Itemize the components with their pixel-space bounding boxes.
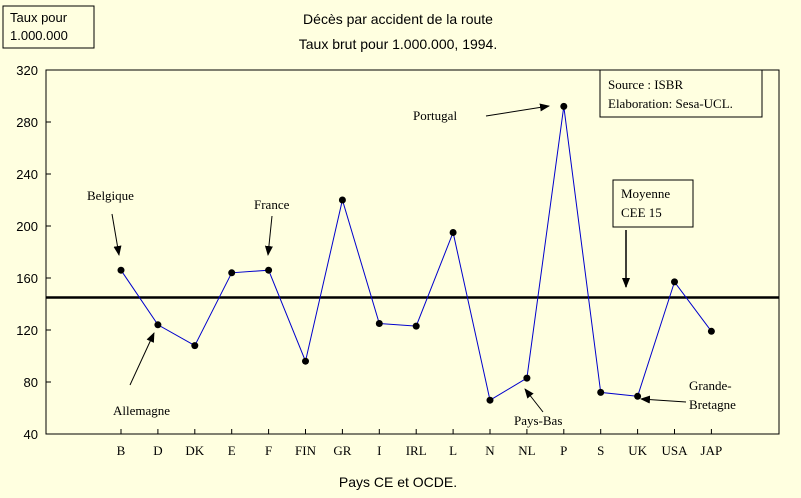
arrow-belgique [111, 213, 122, 256]
data-point-f [265, 266, 273, 274]
y-tick-label: 200 [16, 219, 38, 234]
ylabel-line-1: Taux pour [10, 10, 68, 25]
data-point-p [560, 102, 568, 110]
annotation-allemagne: Allemagne [113, 403, 170, 418]
y-tick-label: 320 [16, 63, 38, 78]
x-tick-label: S [597, 443, 604, 458]
data-point-l [449, 229, 457, 236]
annotation-grande-bretagne-2: Bretagne [689, 397, 736, 412]
x-tick-label: UK [628, 443, 647, 458]
source-line-1: Source : ISBR [608, 77, 683, 92]
data-point-gr [338, 196, 346, 204]
y-tick-label: 240 [16, 167, 38, 182]
annotation-belgique: Belgique [87, 188, 134, 203]
reference-label-line-1: Moyenne [621, 186, 670, 201]
data-point-n [486, 396, 494, 404]
series-layer [117, 102, 715, 404]
arrow-grande-bretagne [640, 395, 687, 404]
reference-label-box [612, 179, 694, 228]
data-point-uk [634, 392, 642, 400]
plot-frame [45, 69, 780, 435]
data-point-fin [302, 357, 309, 365]
ylabel-box [2, 5, 95, 49]
x-tick-label: USA [661, 443, 688, 458]
x-tick-label: F [265, 443, 272, 458]
arrow-france [264, 215, 273, 256]
x-tick-label: B [117, 443, 126, 458]
x-tick-label: L [449, 443, 457, 458]
data-point-i [375, 320, 383, 327]
data-point-usa [671, 278, 678, 286]
x-tick-label: N [485, 443, 495, 458]
data-point-b [117, 266, 125, 274]
annotation-grande-bretagne-1: Grande- [689, 378, 732, 393]
arrow-allemagne [129, 332, 155, 386]
annotation-france: France [254, 197, 290, 212]
annotation-portugal: Portugal [413, 108, 457, 123]
x-tick-label: NL [518, 443, 535, 458]
y-tick-label: 80 [24, 375, 38, 390]
x-tick-label: P [560, 443, 567, 458]
data-point-nl [523, 374, 531, 382]
y-tick-label: 280 [16, 115, 38, 130]
data-point-s [597, 388, 605, 396]
data-point-e [228, 269, 236, 277]
y-tick-label: 120 [16, 323, 38, 338]
reference-label-line-2: CEE 15 [621, 205, 662, 220]
x-axis-label: Pays CE et OCDE. [339, 474, 457, 490]
x-tick-label: FIN [295, 443, 317, 458]
y-tick-label: 40 [24, 427, 38, 442]
data-point-d [154, 321, 162, 329]
arrow-pays-bas [524, 388, 544, 413]
ylabel-line-2: 1.000.000 [10, 28, 68, 43]
x-tick-label: I [377, 443, 381, 458]
x-tick-label: DK [185, 443, 204, 458]
data-point-irl [412, 322, 420, 330]
annotation-pays-bas: Pays-Bas [514, 413, 562, 428]
x-tick-label: JAP [701, 443, 723, 458]
data-point-dk [191, 342, 199, 350]
x-tick-label: E [228, 443, 236, 458]
chart-subtitle: Taux brut pour 1.000.000, 1994. [299, 36, 497, 52]
x-tick-label: D [153, 443, 162, 458]
x-tick-label: GR [333, 443, 351, 458]
arrow-portugal [485, 103, 550, 117]
chart-title: Décès par accident de la route [303, 11, 493, 27]
y-tick-label: 160 [16, 271, 38, 286]
y-axis: 40 80 120 160 200 240 280 320 [16, 63, 51, 442]
x-axis: B D DK E F FIN GR I IRL L N NL P S UK USA JAP [117, 429, 723, 458]
source-box [599, 69, 763, 118]
data-point-jap [707, 327, 715, 335]
x-tick-label: IRL [406, 443, 427, 458]
source-line-2: Elaboration: Sesa-UCL. [608, 96, 733, 111]
